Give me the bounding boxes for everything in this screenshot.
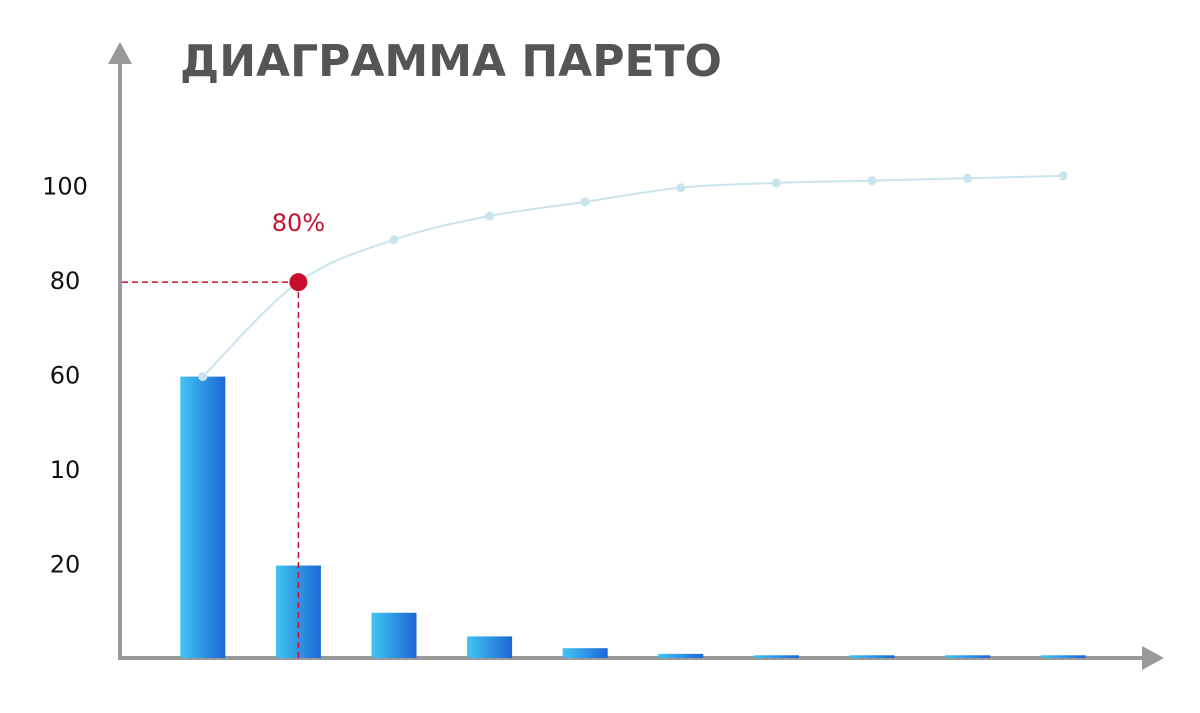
- bar: [467, 636, 513, 658]
- bar: [753, 655, 799, 658]
- bar: [945, 655, 991, 658]
- y-axis-arrow: [108, 42, 132, 64]
- annotation-point: [289, 273, 308, 292]
- x-axis-arrow: [1142, 646, 1164, 670]
- y-tick-label: 100: [42, 173, 88, 201]
- bar: [371, 612, 417, 658]
- bar: [180, 376, 226, 658]
- y-tick-label: 20: [50, 551, 81, 579]
- y-tick-label: 80: [50, 267, 81, 295]
- line-point: [676, 183, 686, 193]
- cumulative-line: [202, 174, 1064, 378]
- line-point: [1058, 171, 1068, 181]
- line-point: [963, 173, 973, 183]
- line-point: [198, 372, 208, 382]
- line-point: [771, 178, 781, 188]
- bar: [562, 648, 608, 658]
- line-point: [485, 211, 495, 221]
- bar: [849, 655, 895, 658]
- line-point: [580, 197, 590, 207]
- y-tick-label: 60: [50, 362, 81, 390]
- annotation-label: 80%: [272, 209, 325, 237]
- y-tick-label: 10: [50, 456, 81, 484]
- chart-title: ДИАГРАММА ПАРЕТО: [180, 36, 722, 87]
- bar: [1040, 655, 1086, 658]
- line-point: [389, 235, 399, 245]
- bar: [658, 653, 704, 658]
- line-point: [867, 176, 877, 186]
